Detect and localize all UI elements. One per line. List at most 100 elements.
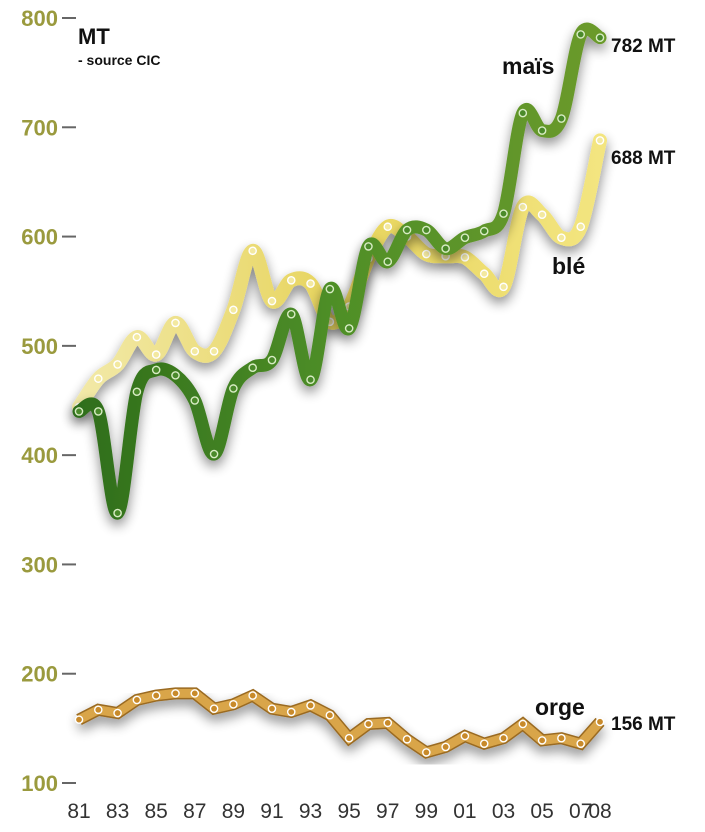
data-point <box>151 365 161 375</box>
data-point <box>267 704 277 713</box>
x-tick-label: 97 <box>376 800 399 823</box>
data-point <box>132 332 142 342</box>
data-point <box>209 347 219 356</box>
series-layer <box>72 22 607 759</box>
series-name-label: maïs <box>502 53 554 79</box>
data-point <box>441 742 450 752</box>
data-point <box>499 282 508 292</box>
source-label: - source CIC <box>78 52 160 68</box>
data-point <box>229 305 238 315</box>
data-point <box>171 371 180 380</box>
x-tick-label: 89 <box>222 800 245 823</box>
end-value-label: 156 MT <box>611 714 676 735</box>
x-tick-label: 99 <box>415 800 438 823</box>
data-point <box>151 350 161 359</box>
data-point <box>344 324 354 333</box>
data-point <box>325 284 335 294</box>
data-point <box>537 126 547 135</box>
data-point <box>422 748 431 757</box>
data-point <box>93 374 103 383</box>
data-point <box>557 733 566 743</box>
data-point <box>518 108 528 118</box>
data-point <box>479 226 489 236</box>
data-point <box>595 717 605 727</box>
data-point <box>74 407 84 416</box>
x-tick-label: 91 <box>260 800 283 823</box>
data-point <box>518 719 528 729</box>
data-point <box>576 30 586 39</box>
data-point <box>557 233 566 242</box>
data-point <box>209 449 219 459</box>
data-point <box>422 249 431 259</box>
data-point <box>286 275 296 285</box>
y-tick-label: 200 <box>21 662 58 687</box>
series-line <box>76 688 604 758</box>
data-point <box>441 244 450 253</box>
data-point <box>229 700 238 709</box>
data-point <box>286 309 296 319</box>
x-tick-label: 85 <box>145 800 168 823</box>
data-point <box>171 318 180 328</box>
data-point <box>576 739 586 748</box>
data-point <box>557 114 566 123</box>
y-tick-label: 800 <box>21 6 58 31</box>
data-point <box>344 733 354 743</box>
data-point <box>460 233 470 242</box>
y-tick-label: 500 <box>21 334 58 359</box>
x-tick-label: 81 <box>67 800 90 823</box>
x-tick-label: 07 <box>569 800 592 823</box>
axis-layer: 100 200 300 400 500 600 700 800 81 83 85 87 89 91 93 95… <box>21 6 611 823</box>
data-point <box>422 225 431 235</box>
data-point <box>286 707 296 717</box>
data-point <box>113 360 122 369</box>
data-point <box>576 222 586 232</box>
data-point <box>306 279 315 288</box>
y-tick-label: 300 <box>21 552 58 577</box>
unit-label: MT <box>78 24 110 49</box>
data-point <box>132 695 142 705</box>
data-point <box>113 708 122 718</box>
y-tick-label: 600 <box>21 225 58 250</box>
data-point <box>74 715 84 724</box>
data-point <box>190 689 200 698</box>
data-point <box>306 375 315 385</box>
data-point <box>171 689 180 698</box>
data-point <box>132 387 142 397</box>
data-point <box>499 209 508 218</box>
data-point <box>479 269 489 279</box>
label-layer: MT - source CIC maïs blé orge 782 MT 688 MT 156… <box>78 24 676 735</box>
data-point <box>479 739 489 748</box>
data-point <box>267 296 277 306</box>
data-point <box>364 719 373 729</box>
data-point <box>499 733 508 743</box>
data-point <box>306 701 315 710</box>
y-tick-label: 400 <box>21 443 58 468</box>
x-tick-label: 08 <box>588 800 611 823</box>
x-tick-label: 83 <box>106 800 129 823</box>
data-point <box>518 202 528 212</box>
data-point <box>537 736 547 745</box>
data-point <box>460 253 470 262</box>
data-point <box>537 210 547 220</box>
data-point <box>113 508 122 518</box>
data-point <box>267 355 277 365</box>
x-tick-label: 93 <box>299 800 322 823</box>
end-value-label: 688 MT <box>611 148 676 169</box>
data-point <box>248 246 257 256</box>
x-tick-label: 87 <box>183 800 206 823</box>
end-value-label: 782 MT <box>611 36 676 57</box>
x-tick-label: 95 <box>337 800 360 823</box>
data-point <box>595 136 605 145</box>
data-point <box>248 363 257 373</box>
data-point <box>383 222 393 232</box>
data-point <box>402 225 412 235</box>
data-point <box>460 731 470 741</box>
series-2-group <box>76 687 605 759</box>
data-point <box>364 242 373 251</box>
x-tick-label: 03 <box>492 800 515 823</box>
series-line <box>72 22 607 520</box>
series-name-label: orge <box>535 694 585 720</box>
data-point <box>93 705 103 715</box>
